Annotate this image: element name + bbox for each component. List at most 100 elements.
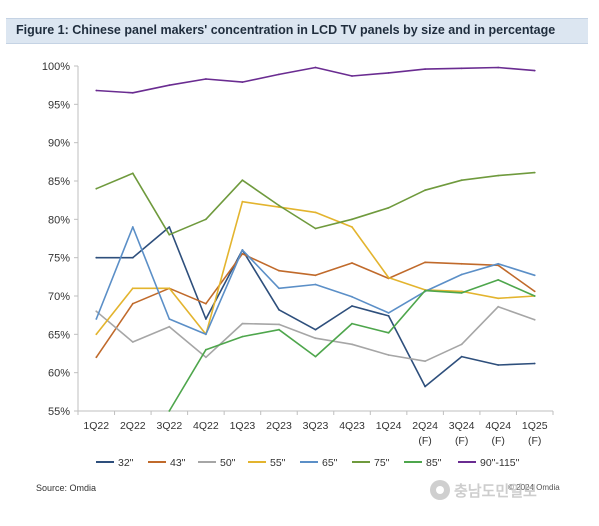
x-tick-label: 3Q23 [303, 420, 329, 432]
data-point [241, 322, 244, 325]
data-point [278, 323, 280, 326]
data-point [168, 318, 171, 320]
series-line-5 [95, 171, 535, 236]
data-point [278, 73, 280, 76]
data-point [95, 89, 98, 92]
data-point [387, 331, 390, 334]
data-point [205, 356, 207, 359]
data-point [278, 287, 280, 290]
legend-label: 85" [426, 457, 442, 469]
data-point [533, 295, 536, 297]
figure-title-bar: Figure 1: Chinese panel makers' concentr… [6, 18, 588, 44]
data-point [424, 289, 426, 292]
data-point [424, 261, 426, 264]
y-tick-label: 55% [48, 406, 70, 418]
data-point [351, 305, 353, 307]
x-tick-label: 4Q23 [339, 420, 365, 432]
data-point [351, 262, 353, 264]
data-point [314, 328, 317, 331]
data-point [241, 249, 244, 251]
x-tick-label: 1Q22 [83, 420, 109, 432]
x-tick-label: 4Q22 [193, 420, 219, 432]
x-tick-label: 3Q24 [449, 420, 475, 432]
data-point [314, 337, 317, 340]
y-tick-label: 95% [48, 99, 70, 111]
chart-series [95, 66, 536, 412]
data-point [131, 226, 134, 228]
data-point [460, 290, 463, 293]
data-point [241, 252, 244, 255]
series-line-2 [95, 305, 535, 362]
data-point [460, 273, 463, 276]
data-point [351, 322, 353, 325]
watermark-logo-icon [430, 480, 450, 500]
data-point [278, 328, 280, 331]
legend-label: 90"-115" [480, 457, 520, 469]
data-point [278, 269, 280, 272]
data-point [131, 91, 134, 94]
data-point [131, 172, 134, 175]
data-point [314, 283, 317, 286]
x-tick-label: 1Q24 [376, 420, 402, 432]
data-point [168, 233, 171, 236]
data-point [205, 348, 207, 351]
data-point [424, 360, 426, 363]
copyright-note: © 2024 Omdia [508, 483, 560, 492]
y-tick-label: 60% [48, 368, 70, 380]
data-point [205, 318, 207, 320]
data-point [460, 343, 463, 346]
data-point [424, 68, 426, 70]
y-tick-label: 70% [48, 291, 70, 303]
data-point [351, 343, 353, 346]
watermark-text: 충남도민일보 [454, 482, 537, 500]
data-point [241, 179, 244, 182]
data-point [351, 218, 353, 221]
data-point [387, 206, 390, 209]
data-point [533, 290, 536, 293]
y-tick-label: 90% [48, 138, 70, 150]
chart-axes: 55% 60% 65% 70% 75% 80% 85% 90% 95% 100% 1Q22 2Q22 3… [42, 61, 554, 447]
data-point [131, 287, 134, 290]
y-tick-label: 75% [48, 253, 70, 265]
data-point [460, 67, 463, 70]
data-point [533, 318, 536, 321]
data-point [460, 292, 463, 294]
data-point [497, 279, 500, 281]
y-tick-label: 85% [48, 176, 70, 188]
data-point [314, 274, 317, 277]
series-line-0 [96, 226, 535, 388]
data-point [533, 362, 536, 365]
data-point [497, 364, 500, 366]
source-note: Source: Omdia [36, 483, 97, 493]
series-line-7 [96, 66, 535, 94]
legend-label: 43" [170, 457, 186, 469]
data-point [497, 297, 500, 300]
data-point [278, 204, 280, 207]
figure-title: Figure 1: Chinese panel makers' concentr… [16, 23, 556, 37]
data-point [205, 78, 207, 80]
data-point [205, 218, 207, 221]
x-tick-label: (F) [528, 435, 541, 447]
data-point [497, 66, 500, 69]
data-point [95, 356, 98, 359]
data-point [241, 335, 244, 338]
data-point [497, 262, 500, 265]
data-point [497, 305, 500, 308]
data-point [168, 410, 171, 412]
legend-label: 32" [118, 457, 134, 469]
data-point [95, 310, 98, 313]
data-point [533, 69, 536, 72]
legend-label: 55" [270, 457, 286, 469]
watermark: 충남도민일보 [430, 476, 590, 504]
data-point [533, 274, 536, 277]
data-point [497, 264, 500, 267]
data-point [95, 187, 98, 190]
x-tick-label: 2Q24 [412, 420, 438, 432]
data-point [314, 211, 317, 214]
data-point [460, 262, 463, 265]
x-tick-label: 2Q22 [120, 420, 146, 432]
data-point [314, 66, 317, 69]
x-tick-label: (F) [491, 435, 504, 447]
data-point [314, 227, 317, 230]
